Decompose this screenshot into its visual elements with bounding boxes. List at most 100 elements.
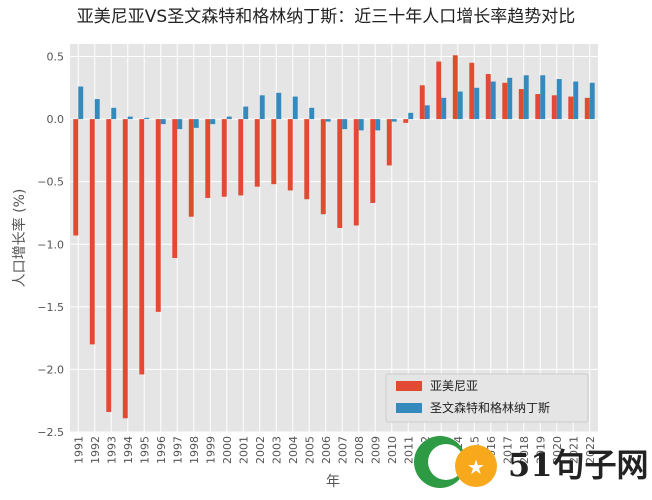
bar-svg (94, 99, 100, 120)
x-tick-label: 1994 (122, 436, 135, 464)
x-tick-label: 2011 (402, 436, 415, 464)
bar-armenia (205, 119, 211, 198)
bar-armenia (485, 74, 491, 120)
bar-svg (490, 81, 496, 120)
bar-svg (375, 119, 381, 131)
bar-armenia (172, 119, 178, 259)
bar-svg (342, 119, 348, 130)
x-tick-label: 2006 (320, 436, 333, 464)
bar-svg (474, 87, 480, 120)
bar-armenia (353, 119, 359, 226)
bar-armenia (502, 82, 508, 120)
bars (73, 55, 595, 419)
x-tick-label: 2009 (369, 436, 382, 464)
bar-armenia (469, 62, 475, 120)
bar-armenia (419, 85, 425, 120)
x-tick-label: 1991 (72, 436, 85, 464)
bar-armenia (89, 119, 95, 345)
x-tick-label: 2020 (551, 436, 564, 464)
chart-title: 亚美尼亚VS圣文森特和格林纳丁斯：近三十年人口增长率趋势对比 (76, 7, 576, 27)
bar-svg (243, 106, 249, 120)
x-tick-label: 2001 (237, 436, 250, 464)
bar-svg (309, 107, 315, 120)
bar-armenia (188, 119, 194, 217)
x-tick-label: 2018 (518, 436, 531, 464)
x-tick-label: 2002 (254, 436, 267, 464)
legend: 亚美尼亚 圣文森特和格林纳丁斯 (385, 373, 589, 423)
y-tick-label: −2.5 (37, 426, 64, 439)
bar-svg (292, 96, 298, 120)
x-axis-label: 年 (326, 474, 340, 490)
x-tick-label: 2007 (336, 436, 349, 464)
x-tick-label: 1999 (204, 436, 217, 464)
bar-svg (540, 75, 546, 120)
bar-svg (144, 117, 150, 120)
y-tick-label: −2.0 (37, 363, 64, 376)
y-tick-label: −0.5 (37, 176, 64, 189)
y-tick-label: 0.0 (47, 113, 65, 126)
bar-armenia (122, 119, 128, 419)
bar-svg (177, 119, 183, 130)
bar-armenia (568, 96, 574, 120)
legend-label-svg: 圣文森特和格林纳丁斯 (430, 400, 550, 415)
bar-armenia (155, 119, 161, 312)
bar-armenia (238, 119, 244, 196)
legend-box (385, 373, 589, 423)
legend-label-armenia: 亚美尼亚 (430, 379, 478, 393)
bar-svg (160, 119, 166, 125)
x-tick-label: 2019 (534, 436, 547, 464)
y-tick-label: 0.5 (47, 51, 65, 64)
bar-svg (556, 79, 562, 120)
bar-armenia (551, 95, 557, 120)
bar-svg (391, 119, 397, 122)
bar-armenia (370, 119, 376, 203)
bar-armenia (106, 119, 112, 412)
x-tick-label: 2008 (353, 436, 366, 464)
bar-svg (507, 77, 513, 120)
watermark-text: 51句子网 (508, 446, 649, 484)
bar-armenia (518, 89, 524, 120)
bar-armenia (386, 119, 392, 166)
bar-svg (78, 86, 84, 120)
y-tick-label: −1.5 (37, 301, 64, 314)
bar-armenia (254, 119, 260, 187)
x-tick-label: 1996 (155, 436, 168, 464)
bar-armenia (304, 119, 310, 200)
bar-armenia (73, 119, 79, 236)
bar-svg (408, 112, 414, 120)
x-tick-label: 2010 (386, 436, 399, 464)
bar-svg (523, 75, 529, 120)
bar-svg (276, 92, 282, 120)
bar-armenia (436, 61, 442, 120)
bar-svg (127, 116, 133, 120)
watermark-logo: ★ 51句子网 (414, 436, 649, 488)
y-tick-label: −1.0 (37, 238, 64, 251)
bar-armenia (287, 119, 293, 191)
bar-armenia (271, 119, 277, 185)
bar-svg (111, 107, 117, 120)
legend-swatch-armenia (396, 381, 422, 391)
bar-svg (259, 95, 265, 120)
bar-svg (226, 116, 232, 120)
bar-svg (325, 119, 331, 122)
bar-svg (210, 119, 216, 125)
bar-svg (573, 81, 579, 120)
x-tick-label: 2017 (501, 436, 514, 464)
bar-armenia (337, 119, 343, 228)
x-tick-label: 2022 (584, 436, 597, 464)
x-tick-label: 1995 (138, 436, 151, 464)
y-axis-label: 人口增长率 (%) (11, 189, 28, 288)
bar-svg (193, 119, 199, 128)
watermark-white-inner-icon (428, 444, 464, 480)
x-tick-label: 1997 (171, 436, 184, 464)
bar-armenia (221, 119, 227, 197)
x-tick-label: 1992 (89, 436, 102, 464)
x-tick-label: 1998 (188, 436, 201, 464)
y-axis-ticks: 0.5 0.0 −0.5 −1.0 −1.5 −2.0 −2.5 (37, 51, 64, 439)
bar-svg (358, 119, 364, 131)
watermark-orange-circle-icon (455, 445, 497, 487)
bar-armenia (452, 55, 458, 120)
bar-svg (457, 91, 463, 120)
x-tick-label: 2021 (567, 436, 580, 464)
